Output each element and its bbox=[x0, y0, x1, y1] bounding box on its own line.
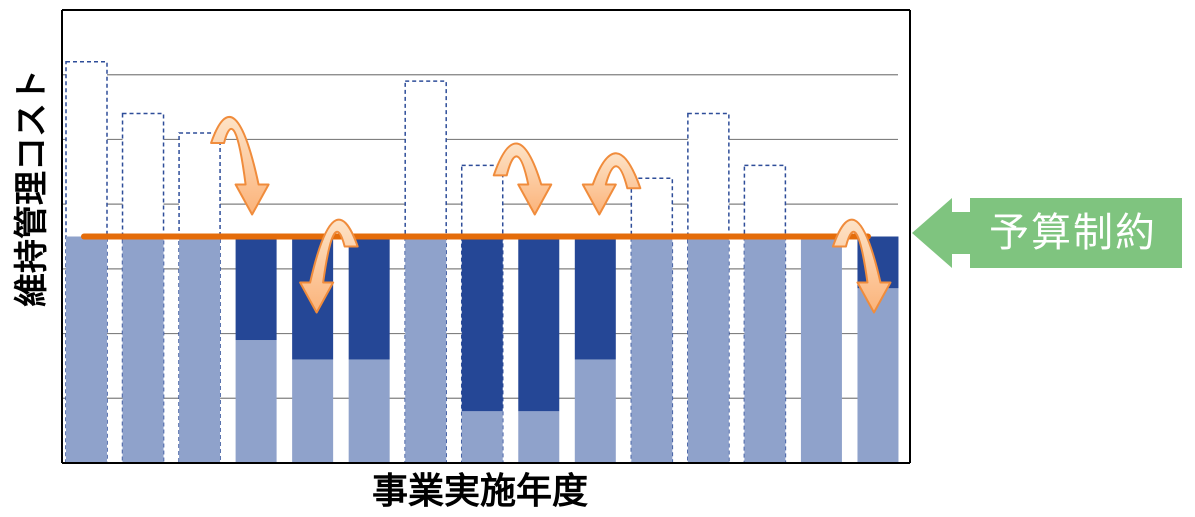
bar-upper bbox=[461, 236, 503, 412]
y-axis-label: 維持管理コスト bbox=[12, 69, 52, 307]
bar-lower bbox=[122, 236, 164, 463]
x-axis-label: 事業実施年度 bbox=[371, 471, 588, 512]
bar-lower bbox=[800, 236, 842, 463]
bar-lower bbox=[857, 288, 899, 463]
curved-arrow-icon bbox=[299, 218, 359, 314]
bars bbox=[66, 236, 899, 463]
bar-upper bbox=[348, 236, 390, 360]
budget-label: 予算制約 bbox=[989, 210, 1157, 256]
bar-lower bbox=[744, 236, 786, 463]
curved-arrow-icon bbox=[492, 142, 553, 216]
bar-lower bbox=[687, 236, 729, 463]
axes bbox=[61, 9, 911, 464]
curved-arrow-icon bbox=[581, 152, 642, 216]
bar-lower bbox=[461, 411, 503, 463]
curved-arrow-icon bbox=[210, 116, 270, 216]
shift-arrows bbox=[210, 116, 892, 314]
bar-upper bbox=[574, 236, 616, 360]
bar-lower bbox=[518, 411, 560, 463]
bar-lower bbox=[574, 359, 616, 463]
bar-lower bbox=[66, 236, 107, 463]
bar-lower bbox=[292, 359, 334, 463]
bar-lower bbox=[348, 359, 390, 463]
bar-lower bbox=[405, 236, 447, 463]
bar-upper bbox=[518, 236, 560, 412]
left-arrow-icon bbox=[912, 198, 1182, 268]
budget-callout: 予算制約 bbox=[912, 198, 1182, 268]
bar-lower bbox=[179, 236, 221, 463]
bar-lower bbox=[235, 340, 277, 463]
curved-arrow-icon bbox=[831, 218, 892, 314]
bar-lower bbox=[631, 236, 673, 463]
bar-upper bbox=[235, 236, 277, 341]
